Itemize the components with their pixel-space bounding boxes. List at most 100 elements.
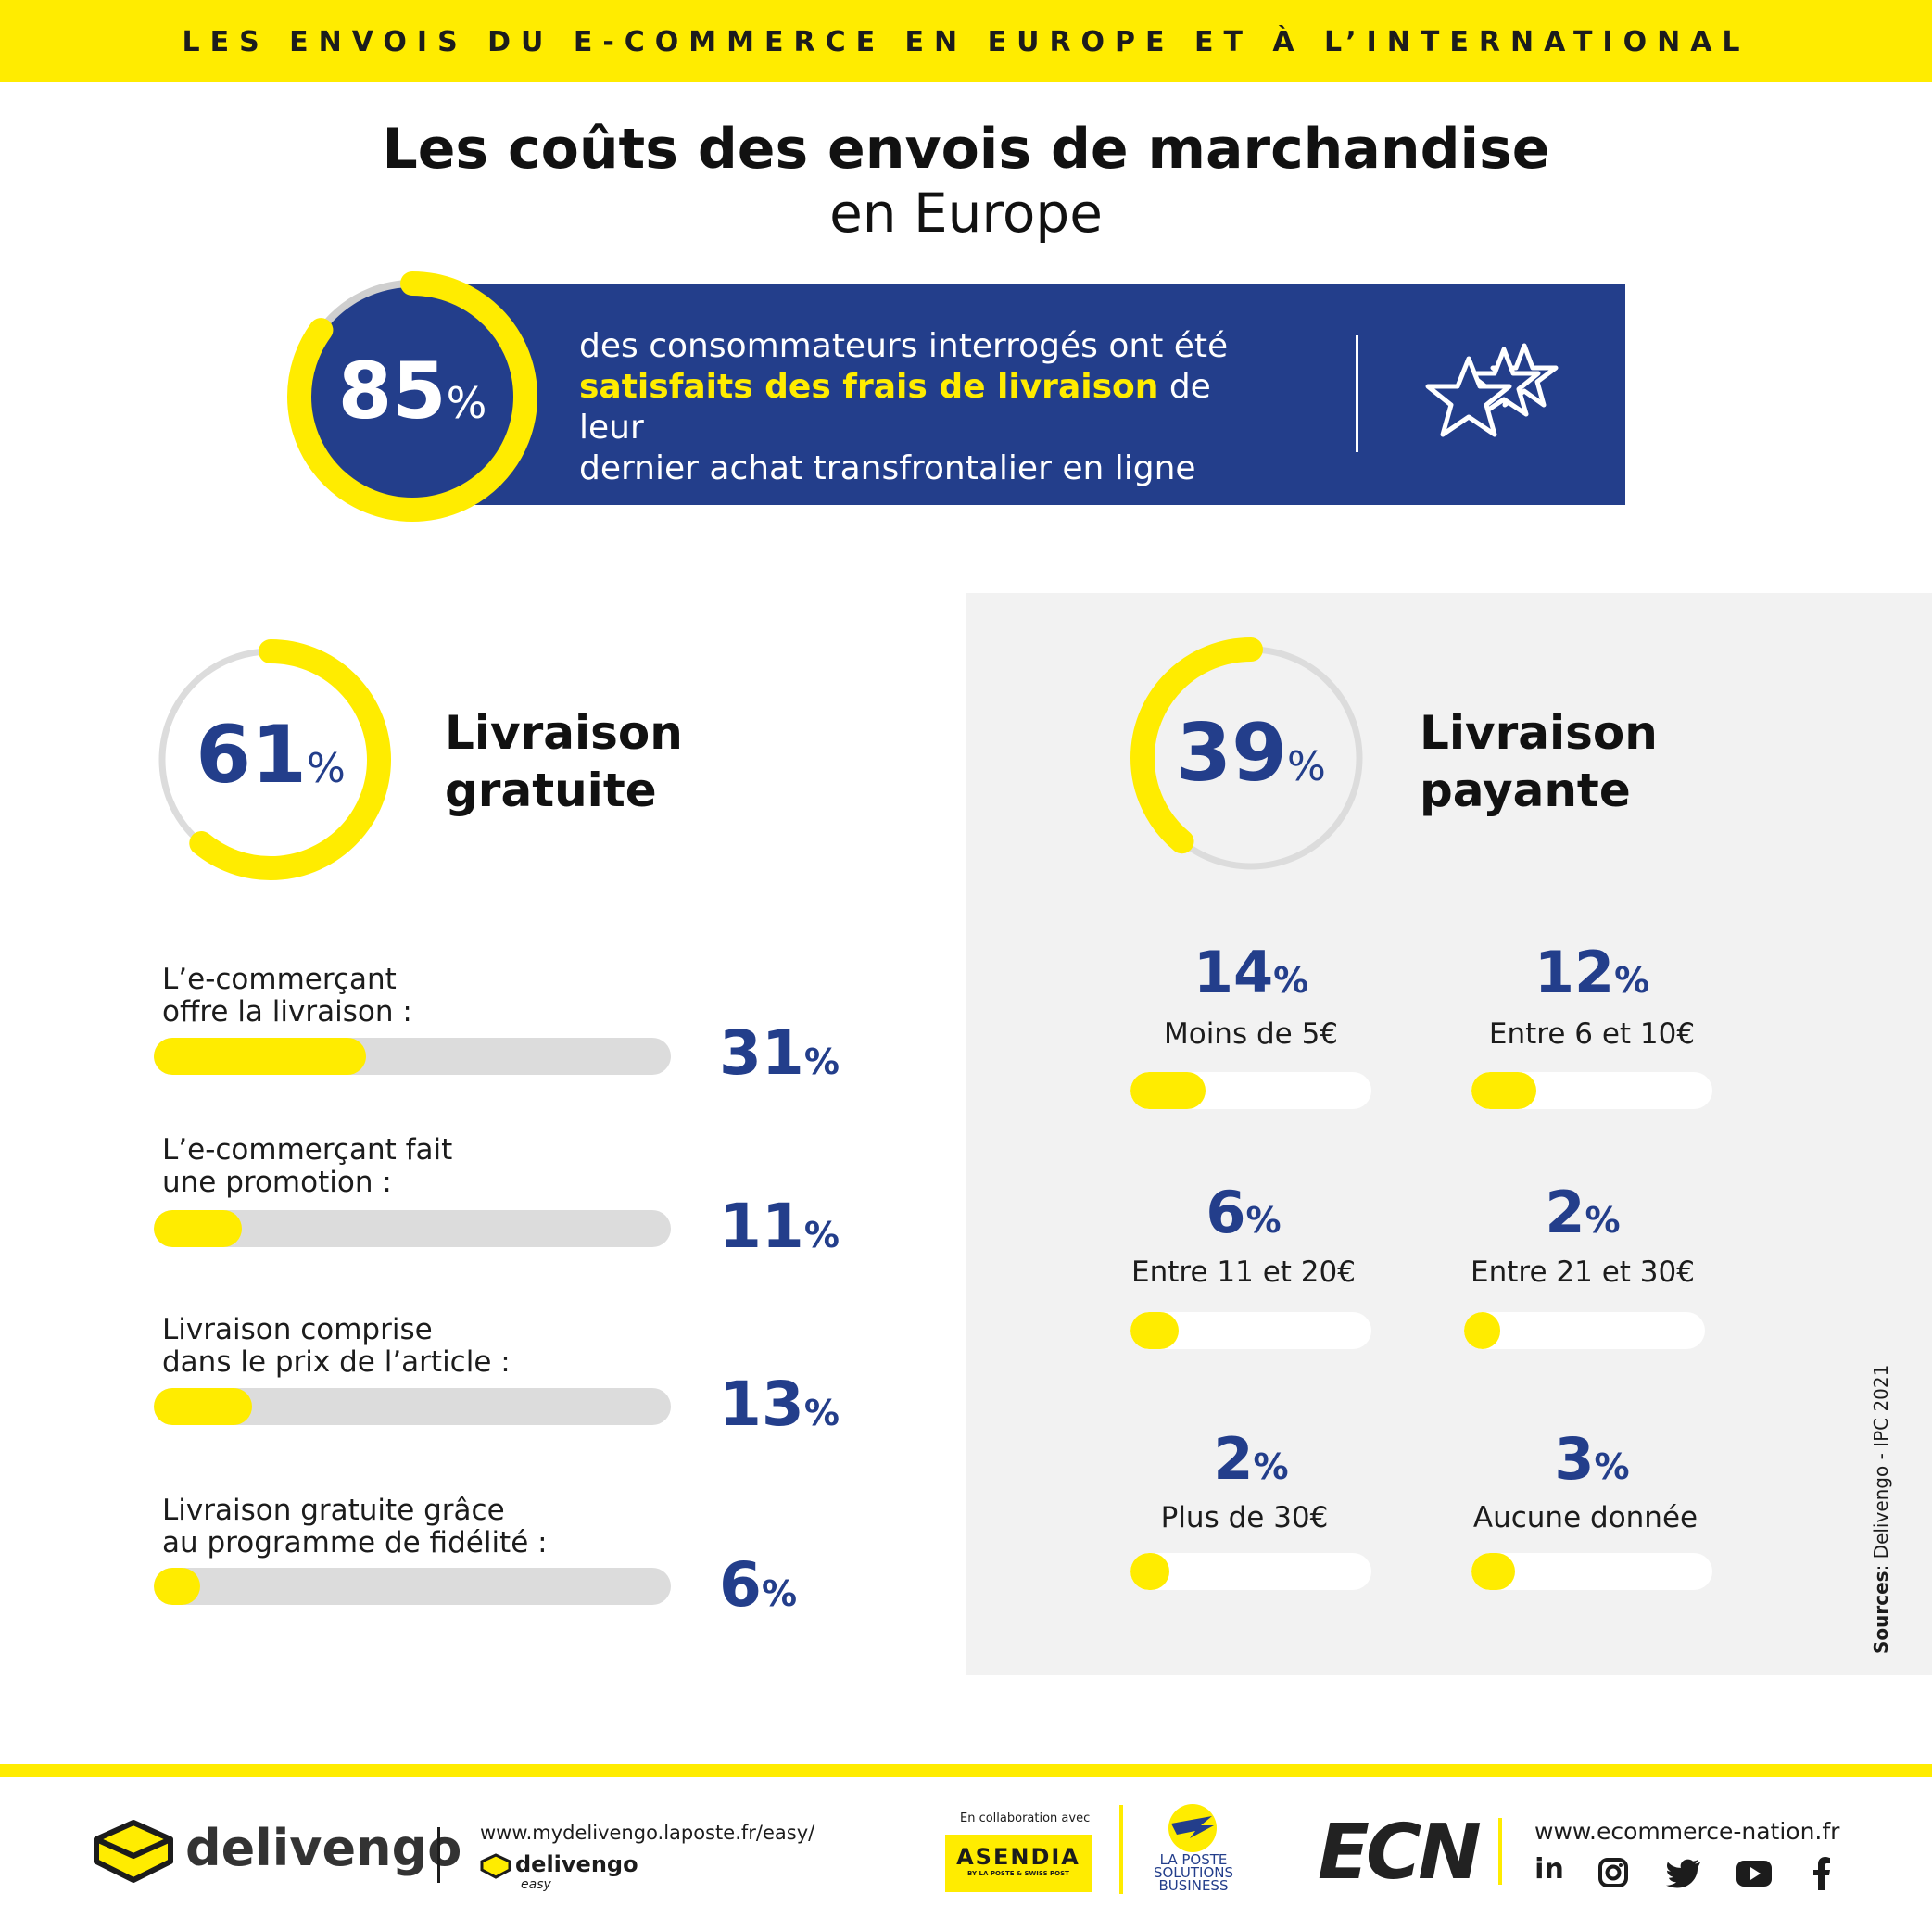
- free-item-label: L’e-commerçant offre la livraison :: [162, 964, 644, 1029]
- linkedin-icon[interactable]: in: [1534, 1853, 1564, 1886]
- page-subtitle: en Europe: [829, 182, 1103, 245]
- paid-item-number: 2: [1213, 1425, 1254, 1493]
- free-delivery-donut-arc: [150, 639, 391, 880]
- paid-item-unit: %: [1594, 1446, 1630, 1487]
- paid-item-number: 2: [1545, 1179, 1585, 1246]
- paid-item-value: 6%: [1123, 1179, 1364, 1246]
- paid-item-value: 12%: [1471, 939, 1712, 1006]
- paid-item-number: 3: [1554, 1425, 1595, 1493]
- paid-item-number: 14: [1193, 939, 1274, 1006]
- free-delivery-unit: %: [306, 745, 346, 792]
- satisfaction-text: des consommateurs interrogés ont été sat…: [579, 326, 1283, 489]
- paid-item-number: 6: [1206, 1179, 1246, 1246]
- paid-item-unit: %: [1273, 960, 1309, 1001]
- footer-divider-1: [437, 1827, 440, 1883]
- footer-divider-2: [1119, 1805, 1123, 1894]
- free-delivery-donut: [150, 639, 391, 880]
- satisfaction-donut: [287, 271, 537, 522]
- paid-item-value: 14%: [1130, 939, 1371, 1006]
- ecn-logo: ECN: [1318, 1809, 1482, 1897]
- header-banner-text: LES ENVOIS DU E-COMMERCE EN EUROPE ET À …: [182, 26, 1750, 58]
- free-item-bar-fill: [154, 1568, 201, 1605]
- delivengo-small-sub: easy: [521, 1877, 551, 1892]
- facebook-icon[interactable]: [1812, 1857, 1831, 1890]
- free-item-bar-track: [154, 1210, 671, 1247]
- free-item-bar-track: [154, 1388, 671, 1425]
- paid-item-unit: %: [1245, 1200, 1282, 1241]
- paid-delivery-donut: [1130, 637, 1371, 878]
- satisfaction-number: 85: [337, 346, 447, 436]
- paid-delivery-value: 39%: [1129, 707, 1373, 800]
- free-item-label-line1: L’e-commerçant: [162, 963, 397, 996]
- sources-text: Sources: Delivengo - IPC 2021: [1870, 1365, 1892, 1654]
- collab-text: En collaboration avec: [960, 1811, 1091, 1825]
- paid-delivery-donut-arc: [1130, 637, 1371, 878]
- paid-item-value: 2%: [1130, 1425, 1371, 1493]
- delivengo-logo: delivengo: [185, 1819, 462, 1877]
- free-item-unit: %: [803, 1393, 840, 1433]
- paid-item-bar-fill: [1130, 1072, 1206, 1109]
- footer-divider-3: [1498, 1818, 1502, 1885]
- instagram-icon[interactable]: [1597, 1857, 1629, 1888]
- paid-item-value: 2%: [1462, 1179, 1703, 1246]
- free-item-label-line2: au programme de fidélité :: [162, 1526, 548, 1559]
- free-item-bar-track: [154, 1038, 671, 1075]
- satisfaction-text-line2: satisfaits des frais de livraison de leu…: [579, 367, 1283, 448]
- paid-item-unit: %: [1253, 1446, 1289, 1487]
- free-delivery-value: 61%: [148, 709, 393, 801]
- free-item-unit: %: [803, 1215, 840, 1256]
- free-item-label-line1: Livraison gratuite grâce: [162, 1494, 505, 1527]
- satisfaction-text-line1: des consommateurs interrogés ont été: [579, 327, 1229, 365]
- satisfaction-donut-arc: [287, 271, 537, 522]
- youtube-icon[interactable]: [1736, 1861, 1772, 1887]
- sources-value: : Delivengo - IPC 2021: [1870, 1364, 1892, 1571]
- laposte-line2: SOLUTIONS: [1153, 1864, 1234, 1881]
- free-item-value: 6%: [719, 1549, 797, 1621]
- satisfaction-text-after: de leur: [579, 368, 1211, 447]
- free-item-label: L’e-commerçant fait une promotion :: [162, 1134, 644, 1199]
- free-item-bar-fill: [154, 1388, 253, 1425]
- satisfaction-panel: [454, 284, 1625, 505]
- paid-item-number: 12: [1534, 939, 1615, 1006]
- sources-note: Sources: Delivengo - IPC 2021: [1861, 1365, 1916, 1654]
- free-item-bar-fill: [154, 1210, 242, 1247]
- free-item-label: Livraison gratuite grâce au programme de…: [162, 1495, 681, 1559]
- stars-icon: [1425, 343, 1559, 437]
- paid-delivery-number: 39: [1176, 707, 1287, 800]
- asendia-logo-sub: BY LA POSTE & SWISS POST: [967, 1870, 1069, 1877]
- free-delivery-number: 61: [196, 709, 307, 801]
- paid-item-label: Entre 21 et 30€: [1471, 1256, 1695, 1289]
- delivengo-url[interactable]: www.mydelivengo.laposte.fr/easy/: [480, 1822, 815, 1844]
- satisfaction-highlight: satisfaits des frais de livraison: [579, 368, 1159, 406]
- laposte-line1: LA POSTE: [1159, 1851, 1228, 1868]
- satisfaction-divider: [1356, 335, 1358, 452]
- paid-item-bar-track: [1130, 1312, 1371, 1349]
- footer-divider: [0, 1764, 1932, 1777]
- delivengo-small-box-icon: [480, 1853, 511, 1879]
- laposte-bird-icon: [1168, 1804, 1217, 1852]
- ecn-url[interactable]: www.ecommerce-nation.fr: [1534, 1818, 1840, 1845]
- laposte-line3: BUSINESS: [1158, 1877, 1229, 1894]
- free-item-value: 13%: [719, 1369, 840, 1440]
- free-item-label-line2: offre la livraison :: [162, 995, 412, 1029]
- paid-item-label: Moins de 5€: [1163, 1017, 1339, 1051]
- paid-item-bar-track: [1130, 1072, 1371, 1109]
- free-item-label: Livraison comprise dans le prix de l’art…: [162, 1314, 644, 1379]
- paid-item-bar-fill: [1464, 1312, 1500, 1349]
- asendia-logo-text: ASENDIA: [956, 1844, 1080, 1870]
- satisfaction-text-line3: dernier achat transfrontalier en ligne: [579, 449, 1196, 487]
- paid-item-bar-track: [1464, 1312, 1705, 1349]
- laposte-logo-text: LA POSTE SOLUTIONS BUSINESS: [1149, 1851, 1238, 1894]
- satisfaction-unit: %: [446, 378, 487, 428]
- free-item-unit: %: [761, 1573, 798, 1614]
- paid-delivery-title-line1: Livraison: [1420, 706, 1658, 760]
- paid-item-label: Entre 6 et 10€: [1488, 1017, 1696, 1051]
- satisfaction-value: 85%: [278, 346, 547, 436]
- paid-delivery-title-line2: payante: [1420, 764, 1631, 817]
- paid-item-label: Aucune donnée: [1472, 1501, 1698, 1534]
- free-delivery-title-line1: Livraison: [445, 706, 683, 760]
- free-item-label-line2: dans le prix de l’article :: [162, 1345, 511, 1379]
- paid-delivery-panel: [966, 593, 1932, 1675]
- twitter-icon[interactable]: [1666, 1859, 1701, 1888]
- paid-item-bar-track: [1130, 1553, 1371, 1590]
